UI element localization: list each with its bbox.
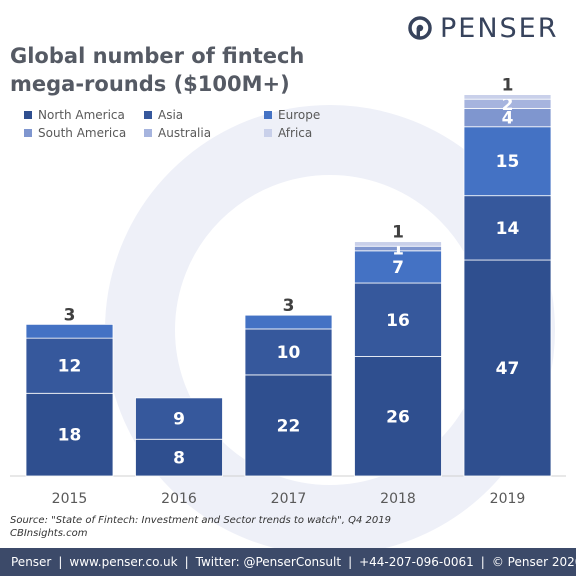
- legend-item: Australia: [144, 126, 211, 140]
- data-label: 4: [502, 109, 514, 129]
- legend-label: North America: [38, 108, 125, 122]
- source-line-2: CBInsights.com: [10, 528, 88, 539]
- x-tick-label: 2018: [380, 491, 416, 507]
- x-tick-label: 2015: [52, 491, 88, 507]
- data-label: 1: [392, 223, 404, 243]
- data-label: 3: [64, 305, 76, 325]
- data-label: 18: [58, 426, 82, 446]
- data-label: 2: [502, 95, 514, 115]
- bar-segment: [354, 241, 442, 247]
- legend-item: Asia: [144, 108, 183, 122]
- bar-segment: [244, 328, 333, 376]
- bar-segment: [463, 259, 552, 477]
- legend: North America Asia Europe South America Aust…: [24, 108, 364, 148]
- data-label: 15: [496, 152, 520, 172]
- bar-segment: [135, 397, 223, 440]
- bar-segment: [244, 374, 333, 477]
- legend-label: Asia: [158, 108, 184, 122]
- data-label: 3: [283, 296, 295, 316]
- footer-item[interactable]: +44-207-096-0061: [359, 555, 474, 569]
- legend-swatch: [264, 129, 272, 137]
- data-label: 7: [392, 258, 404, 278]
- legend-swatch: [24, 129, 32, 137]
- footer-separator: |: [348, 555, 353, 569]
- brand-logo: PENSER: [408, 12, 559, 44]
- bar-segment: [463, 94, 552, 100]
- bar-segment: [25, 323, 114, 339]
- x-tick-label: 2017: [271, 491, 307, 507]
- legend-swatch: [24, 111, 32, 119]
- data-label: 1: [502, 76, 514, 96]
- footer-separator: |: [480, 555, 485, 569]
- footer-item[interactable]: www.penser.co.uk: [69, 555, 178, 569]
- penser-p-icon: [408, 16, 432, 40]
- x-tick-label: 2016: [161, 491, 197, 507]
- footer-item[interactable]: © Penser 2020: [491, 555, 576, 569]
- legend-label: South America: [38, 126, 127, 140]
- data-label: 10: [277, 343, 301, 363]
- data-label: 14: [496, 219, 520, 239]
- bar-segment: [244, 314, 333, 330]
- bar-segment: [354, 356, 442, 477]
- bar-segment: [135, 438, 223, 477]
- legend-swatch: [144, 129, 152, 137]
- bar-segment: [25, 337, 114, 394]
- data-label: 16: [386, 311, 410, 331]
- footer-separator: |: [58, 555, 63, 569]
- footer-bar: Penser | www.penser.co.uk | Twitter: @Penser…: [0, 548, 576, 576]
- legend-swatch: [144, 111, 152, 119]
- data-label: 12: [58, 357, 82, 377]
- data-label: 26: [386, 407, 410, 427]
- bar-segment: [354, 250, 442, 284]
- source-line-1: Source: "State of Fintech: Investment an…: [10, 515, 392, 526]
- bar-segment: [463, 126, 552, 197]
- chart-title: Global number of fintech mega-rounds ($1…: [10, 44, 305, 96]
- legend-label: Europe: [278, 108, 321, 122]
- legend-item: Africa: [264, 126, 312, 140]
- legend-label: Africa: [278, 126, 313, 140]
- data-label: 1: [392, 240, 404, 260]
- x-tick-label: 2019: [490, 491, 526, 507]
- footer-item[interactable]: Twitter: @PenserConsult: [195, 555, 342, 569]
- data-label: 47: [496, 359, 520, 379]
- source-note: Source: "State of Fintech: Investment an…: [10, 514, 391, 540]
- legend-item: South America: [24, 126, 126, 140]
- legend-swatch: [264, 111, 272, 119]
- data-label: 22: [277, 416, 301, 436]
- legend-item: North America: [24, 108, 125, 122]
- footer-separator: |: [184, 555, 189, 569]
- legend-item: Europe: [264, 108, 320, 122]
- bar-segment: [463, 195, 552, 261]
- data-label: 9: [173, 410, 185, 430]
- brand-name: PENSER: [440, 12, 559, 44]
- data-label: 8: [173, 449, 185, 469]
- bar-segment: [354, 282, 442, 357]
- legend-label: Australia: [158, 126, 212, 140]
- footer-item: Penser: [11, 555, 52, 569]
